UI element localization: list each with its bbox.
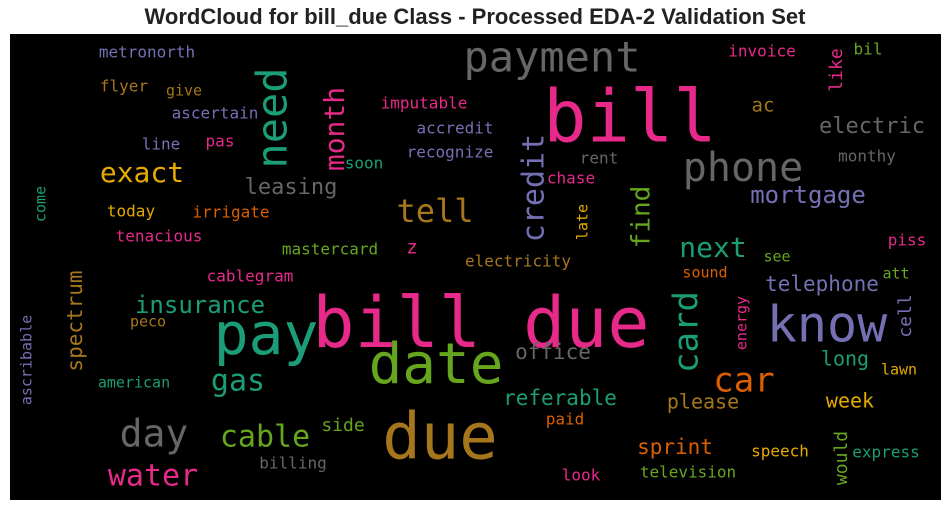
word-monthy: monthy [838, 147, 896, 166]
word-leasing: leasing [245, 175, 338, 200]
word-telephone: telephone [765, 272, 879, 296]
word-paid: paid [546, 410, 585, 429]
word-spectrum: spectrum [63, 270, 87, 371]
word-television: television [640, 463, 736, 482]
word-please: please [667, 390, 739, 414]
word-rent: rent [580, 149, 619, 168]
chart-title: WordCloud for bill_due Class - Processed… [144, 4, 806, 29]
word-piss: piss [888, 231, 927, 250]
word-z: z [406, 237, 417, 259]
word-american: american [98, 374, 170, 392]
word-accredit: accredit [416, 119, 493, 138]
word-att: att [882, 265, 909, 283]
word-bil: bil [854, 40, 883, 59]
word-ascribable: ascribable [18, 315, 36, 405]
word-energy: energy [733, 296, 751, 350]
word-credit: credit [517, 134, 552, 242]
word-side: side [321, 415, 364, 436]
word-cable: cable [220, 420, 310, 455]
word-would: would [831, 431, 852, 485]
word-irrigate: irrigate [192, 203, 269, 222]
word-bill-due: bill due [312, 282, 649, 364]
word-see: see [763, 248, 790, 266]
word-month: month [318, 87, 351, 171]
word-pas: pas [206, 132, 235, 151]
word-water: water [108, 459, 198, 494]
word-electric: electric [819, 114, 925, 139]
word-look: look [562, 466, 601, 485]
word-tell: tell [396, 192, 473, 230]
word-speech: speech [751, 442, 809, 461]
word-line: line [142, 135, 181, 154]
word-flyer: flyer [100, 77, 149, 96]
word-week: week [826, 389, 874, 413]
word-find: find [627, 186, 657, 249]
word-metronorth: metronorth [99, 43, 195, 62]
word-mastercard: mastercard [282, 240, 378, 259]
word-date: date [369, 332, 504, 397]
word-cablegram: cablegram [207, 267, 294, 286]
word-electricity: electricity [465, 252, 571, 271]
word-card: card [667, 291, 707, 373]
word-billing: billing [259, 454, 326, 473]
word-car: car [713, 361, 774, 401]
word-cell: cell [895, 294, 916, 337]
word-payment: payment [463, 34, 640, 82]
word-like: like [826, 48, 847, 91]
word-pay: pay [214, 300, 319, 368]
word-referable: referable [503, 386, 617, 410]
word-tenacious: tenacious [116, 227, 203, 246]
word-imputable: imputable [381, 94, 468, 113]
word-insurance: insurance [135, 291, 265, 319]
word-ac: ac [752, 95, 775, 117]
word-lawn: lawn [881, 361, 917, 379]
word-gas: gas [211, 364, 265, 399]
word-phone: phone [683, 145, 803, 191]
word-bill: bill [543, 75, 716, 159]
word-long: long [821, 347, 869, 371]
word-soon: soon [345, 154, 384, 173]
word-office: office [515, 340, 591, 364]
word-come: come [32, 186, 50, 222]
word-mortgage: mortgage [750, 181, 866, 209]
word-recognize: recognize [407, 143, 494, 162]
word-peco: peco [130, 313, 166, 331]
word-know: know [767, 296, 888, 354]
word-chase: chase [547, 169, 595, 188]
word-due: due [382, 401, 498, 475]
word-exact: exact [100, 156, 184, 189]
word-late: late [574, 204, 592, 240]
word-express: express [852, 443, 919, 462]
word-need: need [248, 67, 297, 168]
word-today: today [107, 202, 156, 221]
word-sprint: sprint [637, 435, 713, 459]
word-give: give [166, 82, 202, 100]
word-next: next [679, 231, 746, 264]
word-sound: sound [682, 264, 727, 282]
word-ascertain: ascertain [172, 104, 259, 123]
word-day: day [120, 412, 189, 456]
word-invoice: invoice [728, 42, 795, 61]
